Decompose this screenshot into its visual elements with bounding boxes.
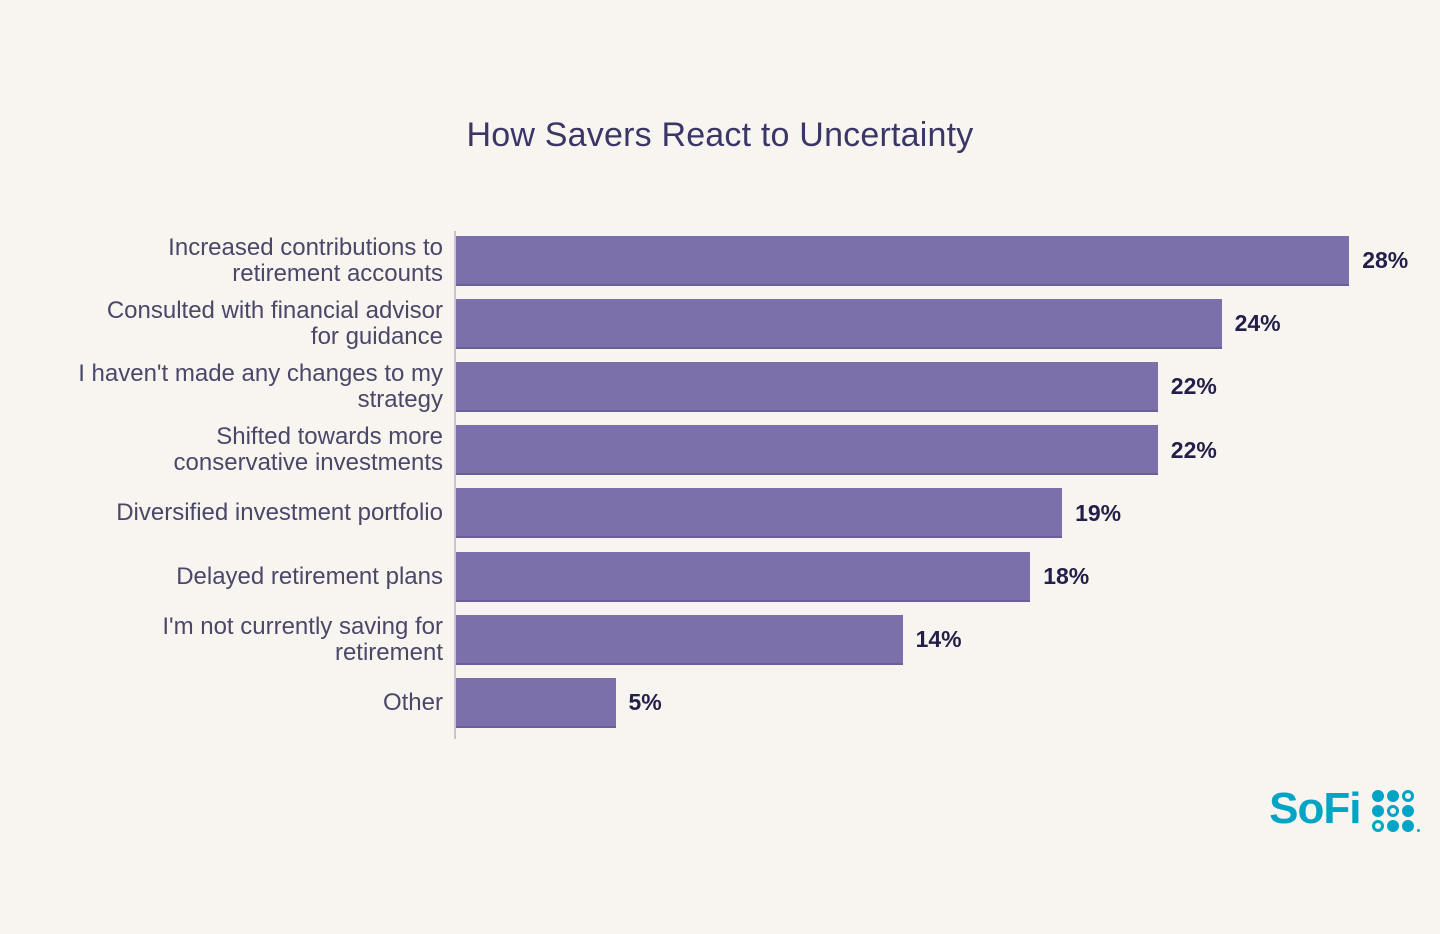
- bar-track: 28%: [456, 235, 1440, 286]
- bar: [456, 361, 1158, 412]
- bar-track: 24%: [456, 298, 1440, 349]
- value-label: 24%: [1234, 310, 1281, 337]
- bar: [456, 677, 616, 728]
- category-label: Increased contributions to retirement ac…: [168, 233, 443, 287]
- filled-dot-icon: [1386, 789, 1399, 803]
- category-label: Diversified investment portfolio: [116, 499, 443, 527]
- bar-row: Shifted towards more conservative invest…: [0, 419, 1440, 482]
- category-label: Other: [382, 688, 443, 716]
- value-label: 28%: [1362, 247, 1409, 274]
- bar-row: I'm not currently saving for retirement …: [0, 608, 1440, 671]
- bar-row: Increased contributions to retirement ac…: [0, 229, 1440, 292]
- category-label: Delayed retirement plans: [176, 562, 443, 590]
- value-label: 5%: [628, 689, 662, 716]
- bar-row: Delayed retirement plans 18%: [0, 545, 1440, 608]
- outline-dot-icon: [1401, 789, 1414, 803]
- sofi-logo: SoFi: [1269, 784, 1420, 834]
- outline-dot-icon: [1386, 804, 1399, 818]
- filled-dot-icon: [1371, 789, 1384, 803]
- value-label: 22%: [1170, 436, 1217, 463]
- value-label: 14%: [915, 626, 962, 653]
- category-label: Shifted towards more conservative invest…: [173, 423, 443, 477]
- chart-title: How Savers React to Uncertainty: [466, 116, 974, 154]
- bar: [456, 551, 1031, 602]
- filled-dot-icon: [1401, 819, 1414, 833]
- bar-track: 22%: [456, 361, 1440, 412]
- outline-dot-icon: [1371, 819, 1384, 833]
- sofi-logo-text: SoFi: [1269, 784, 1361, 833]
- bar-track: 5%: [456, 677, 1440, 728]
- value-label: 22%: [1170, 373, 1217, 400]
- bar-track: 18%: [456, 551, 1440, 602]
- category-label: Consulted with financial advisor for gui…: [106, 296, 443, 350]
- bar: [456, 425, 1158, 476]
- bar-row: Consulted with financial advisor for gui…: [0, 292, 1440, 355]
- bar-row: Diversified investment portfolio 19%: [0, 482, 1440, 545]
- value-label: 18%: [1043, 563, 1090, 590]
- bar-track: 22%: [456, 425, 1440, 476]
- bar: [456, 298, 1222, 349]
- sofi-dot-grid-icon: [1371, 789, 1420, 833]
- bar: [456, 235, 1350, 286]
- category-label: I haven't made any changes to my strateg…: [78, 359, 443, 413]
- bar-row: I haven't made any changes to my strateg…: [0, 355, 1440, 418]
- bar: [456, 488, 1063, 539]
- y-axis-line: [454, 231, 456, 739]
- filled-dot-icon: [1401, 804, 1414, 818]
- bar: [456, 614, 903, 665]
- bar-chart: Increased contributions to retirement ac…: [0, 229, 1440, 735]
- filled-dot-icon: [1371, 804, 1384, 818]
- bar-track: 14%: [456, 614, 1440, 665]
- bar-track: 19%: [456, 488, 1440, 539]
- value-label: 19%: [1075, 499, 1122, 526]
- filled-dot-icon: [1386, 819, 1399, 833]
- trademark-dot-icon: [1416, 828, 1420, 833]
- bar-row: Other 5%: [0, 671, 1440, 734]
- category-label: I'm not currently saving for retirement: [162, 612, 443, 666]
